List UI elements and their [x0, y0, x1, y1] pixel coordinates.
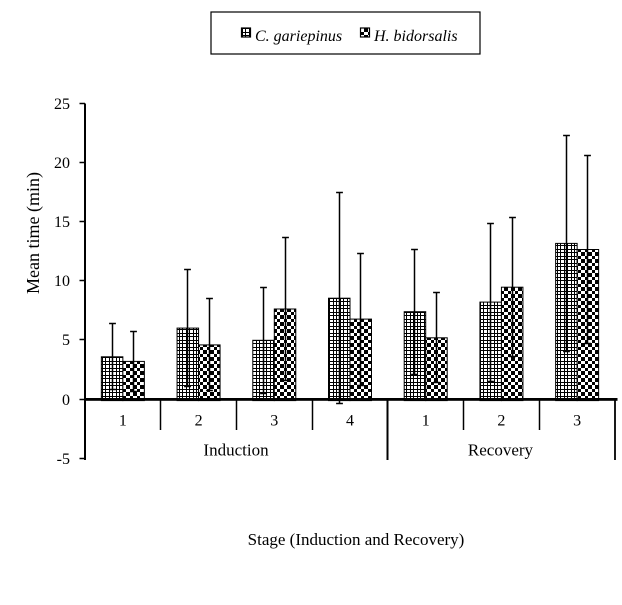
svg-text:0: 0	[62, 392, 70, 409]
svg-text:Induction: Induction	[203, 441, 269, 460]
svg-text:5: 5	[62, 332, 70, 349]
svg-text:1: 1	[119, 413, 127, 430]
svg-text:15: 15	[54, 214, 70, 231]
svg-text:H. bidorsalis: H. bidorsalis	[373, 28, 458, 45]
svg-text:3: 3	[573, 413, 581, 430]
svg-text:2: 2	[497, 413, 505, 430]
svg-text:20: 20	[54, 155, 70, 172]
svg-text:C. gariepinus: C. gariepinus	[255, 28, 342, 45]
svg-text:Mean time (min): Mean time (min)	[23, 172, 44, 294]
svg-text:Stage (Induction and Recovery): Stage (Induction and Recovery)	[248, 530, 465, 549]
svg-text:2: 2	[195, 413, 203, 430]
svg-text:25: 25	[54, 96, 70, 113]
svg-text:10: 10	[54, 273, 70, 290]
svg-text:Recovery: Recovery	[468, 441, 534, 460]
svg-text:1: 1	[422, 413, 430, 430]
svg-text:-5: -5	[57, 451, 70, 468]
svg-text:3: 3	[270, 413, 278, 430]
svg-text:4: 4	[346, 413, 354, 430]
